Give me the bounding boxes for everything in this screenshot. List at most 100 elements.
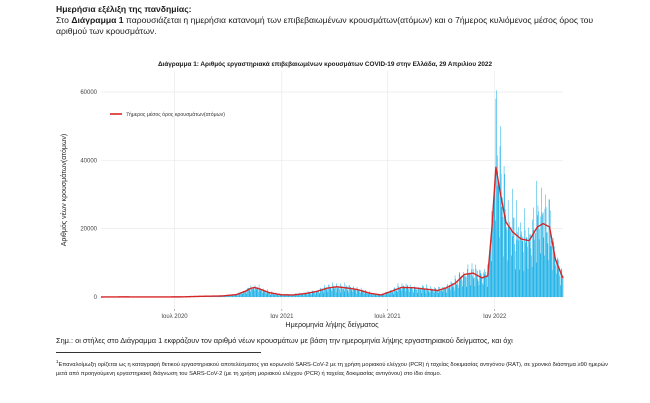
daily-cases-bar — [461, 280, 463, 297]
daily-cases-bar — [534, 233, 536, 297]
daily-cases-bar — [413, 292, 414, 297]
daily-cases-bar — [366, 293, 368, 297]
daily-cases-bar — [443, 289, 444, 297]
daily-cases-bar — [314, 292, 315, 297]
daily-cases-bar — [245, 291, 246, 297]
daily-cases-bar — [504, 174, 505, 297]
daily-cases-bar — [525, 242, 526, 297]
daily-cases-bar — [521, 236, 523, 297]
y-axis: 0 20000 40000 60000 — [80, 90, 97, 301]
daily-cases-bar — [255, 286, 256, 297]
daily-cases-bar — [452, 286, 454, 297]
daily-cases-bar — [321, 289, 323, 297]
daily-cases-bar — [474, 286, 476, 297]
daily-cases-bar — [468, 274, 470, 297]
daily-cases-bar — [381, 294, 382, 297]
daily-cases-bar — [335, 287, 336, 297]
daily-cases-bar — [265, 292, 266, 297]
daily-cases-bar — [348, 292, 349, 297]
daily-cases-bar — [285, 295, 286, 297]
daily-cases-bar — [558, 259, 559, 297]
daily-cases-bar — [556, 273, 557, 297]
daily-cases-bar — [304, 293, 306, 297]
daily-cases-bar — [250, 291, 251, 297]
daily-cases-bar — [363, 291, 365, 297]
daily-cases-bar — [388, 294, 390, 297]
daily-cases-bar — [361, 290, 363, 297]
daily-cases-bar — [385, 291, 386, 297]
daily-cases-bar — [311, 290, 313, 297]
daily-cases-bar — [283, 294, 285, 297]
daily-cases-bar — [303, 295, 304, 297]
daily-cases-bar — [530, 248, 532, 297]
daily-cases-bar — [248, 289, 250, 297]
daily-cases-bar — [396, 290, 398, 297]
chart-title: Διάγραμμα 1: Αριθμός εργαστηριακά επιβεβ… — [157, 61, 493, 68]
daily-cases-bar — [547, 243, 549, 297]
daily-cases-bar — [378, 294, 379, 297]
daily-cases-bar — [517, 232, 518, 297]
daily-cases-bar — [360, 292, 361, 297]
daily-cases-bar — [237, 295, 239, 297]
daily-cases-bar — [478, 281, 479, 297]
daily-cases-bar — [469, 273, 471, 297]
daily-cases-bar — [377, 294, 378, 297]
daily-cases-bar — [252, 287, 254, 297]
seven-day-average-line — [100, 166, 564, 298]
daily-cases-bar — [520, 234, 522, 297]
daily-cases-bar — [297, 294, 299, 297]
daily-cases-bar — [542, 214, 543, 297]
daily-cases-bar — [439, 286, 440, 297]
daily-cases-bar — [531, 255, 532, 297]
daily-cases-bar — [322, 288, 323, 297]
daily-cases-bar — [497, 155, 498, 297]
daily-cases-bar — [301, 294, 302, 297]
daily-cases-bar — [305, 292, 307, 297]
daily-cases-bar — [432, 289, 433, 297]
daily-cases-bar — [480, 273, 482, 297]
daily-cases-bar — [322, 289, 324, 297]
daily-cases-bar — [262, 292, 263, 297]
daily-cases-bar — [316, 291, 318, 297]
daily-cases-bar — [326, 289, 328, 297]
daily-cases-bar — [362, 291, 363, 297]
daily-cases-bar — [329, 287, 331, 297]
daily-cases-bar — [269, 293, 271, 297]
daily-cases-bar — [542, 212, 544, 297]
daily-cases-bar — [273, 293, 274, 297]
daily-cases-bar — [331, 290, 333, 297]
daily-cases-bar — [560, 268, 562, 297]
daily-cases-bar — [426, 284, 427, 297]
daily-cases-bar — [445, 287, 447, 297]
daily-cases-bar — [484, 274, 486, 297]
daily-cases-bar — [364, 290, 366, 297]
daily-cases-bar — [278, 295, 279, 297]
daily-cases-bar — [329, 288, 330, 297]
daily-cases-bar — [245, 293, 247, 297]
daily-cases-bar — [518, 227, 519, 297]
daily-cases-bar — [418, 288, 420, 297]
daily-cases-bar — [328, 284, 330, 297]
daily-cases-bar — [543, 237, 545, 297]
daily-cases-bar — [411, 288, 413, 297]
daily-cases-bar — [502, 216, 504, 297]
daily-cases-bar — [427, 289, 429, 297]
daily-cases-bar — [246, 289, 248, 297]
daily-cases-bar — [280, 294, 282, 297]
daily-cases-bar — [556, 259, 558, 297]
section-heading: Ημερήσια εξέλιξη της πανδημίας: — [56, 4, 192, 14]
daily-cases-bar — [479, 269, 480, 297]
daily-cases-bar — [555, 265, 556, 297]
daily-cases-bar — [311, 294, 312, 297]
daily-cases-bar — [247, 287, 249, 297]
daily-cases-bar — [550, 245, 552, 297]
daily-cases-bar — [471, 269, 472, 297]
daily-cases-bar — [277, 294, 279, 297]
daily-cases-bar — [225, 296, 227, 297]
daily-cases-bar — [497, 183, 499, 297]
daily-cases-bar — [555, 263, 557, 297]
daily-cases-bar — [465, 277, 466, 297]
daily-cases-bar — [279, 293, 280, 297]
daily-cases-bar — [416, 288, 418, 297]
daily-cases-bar — [293, 295, 294, 297]
